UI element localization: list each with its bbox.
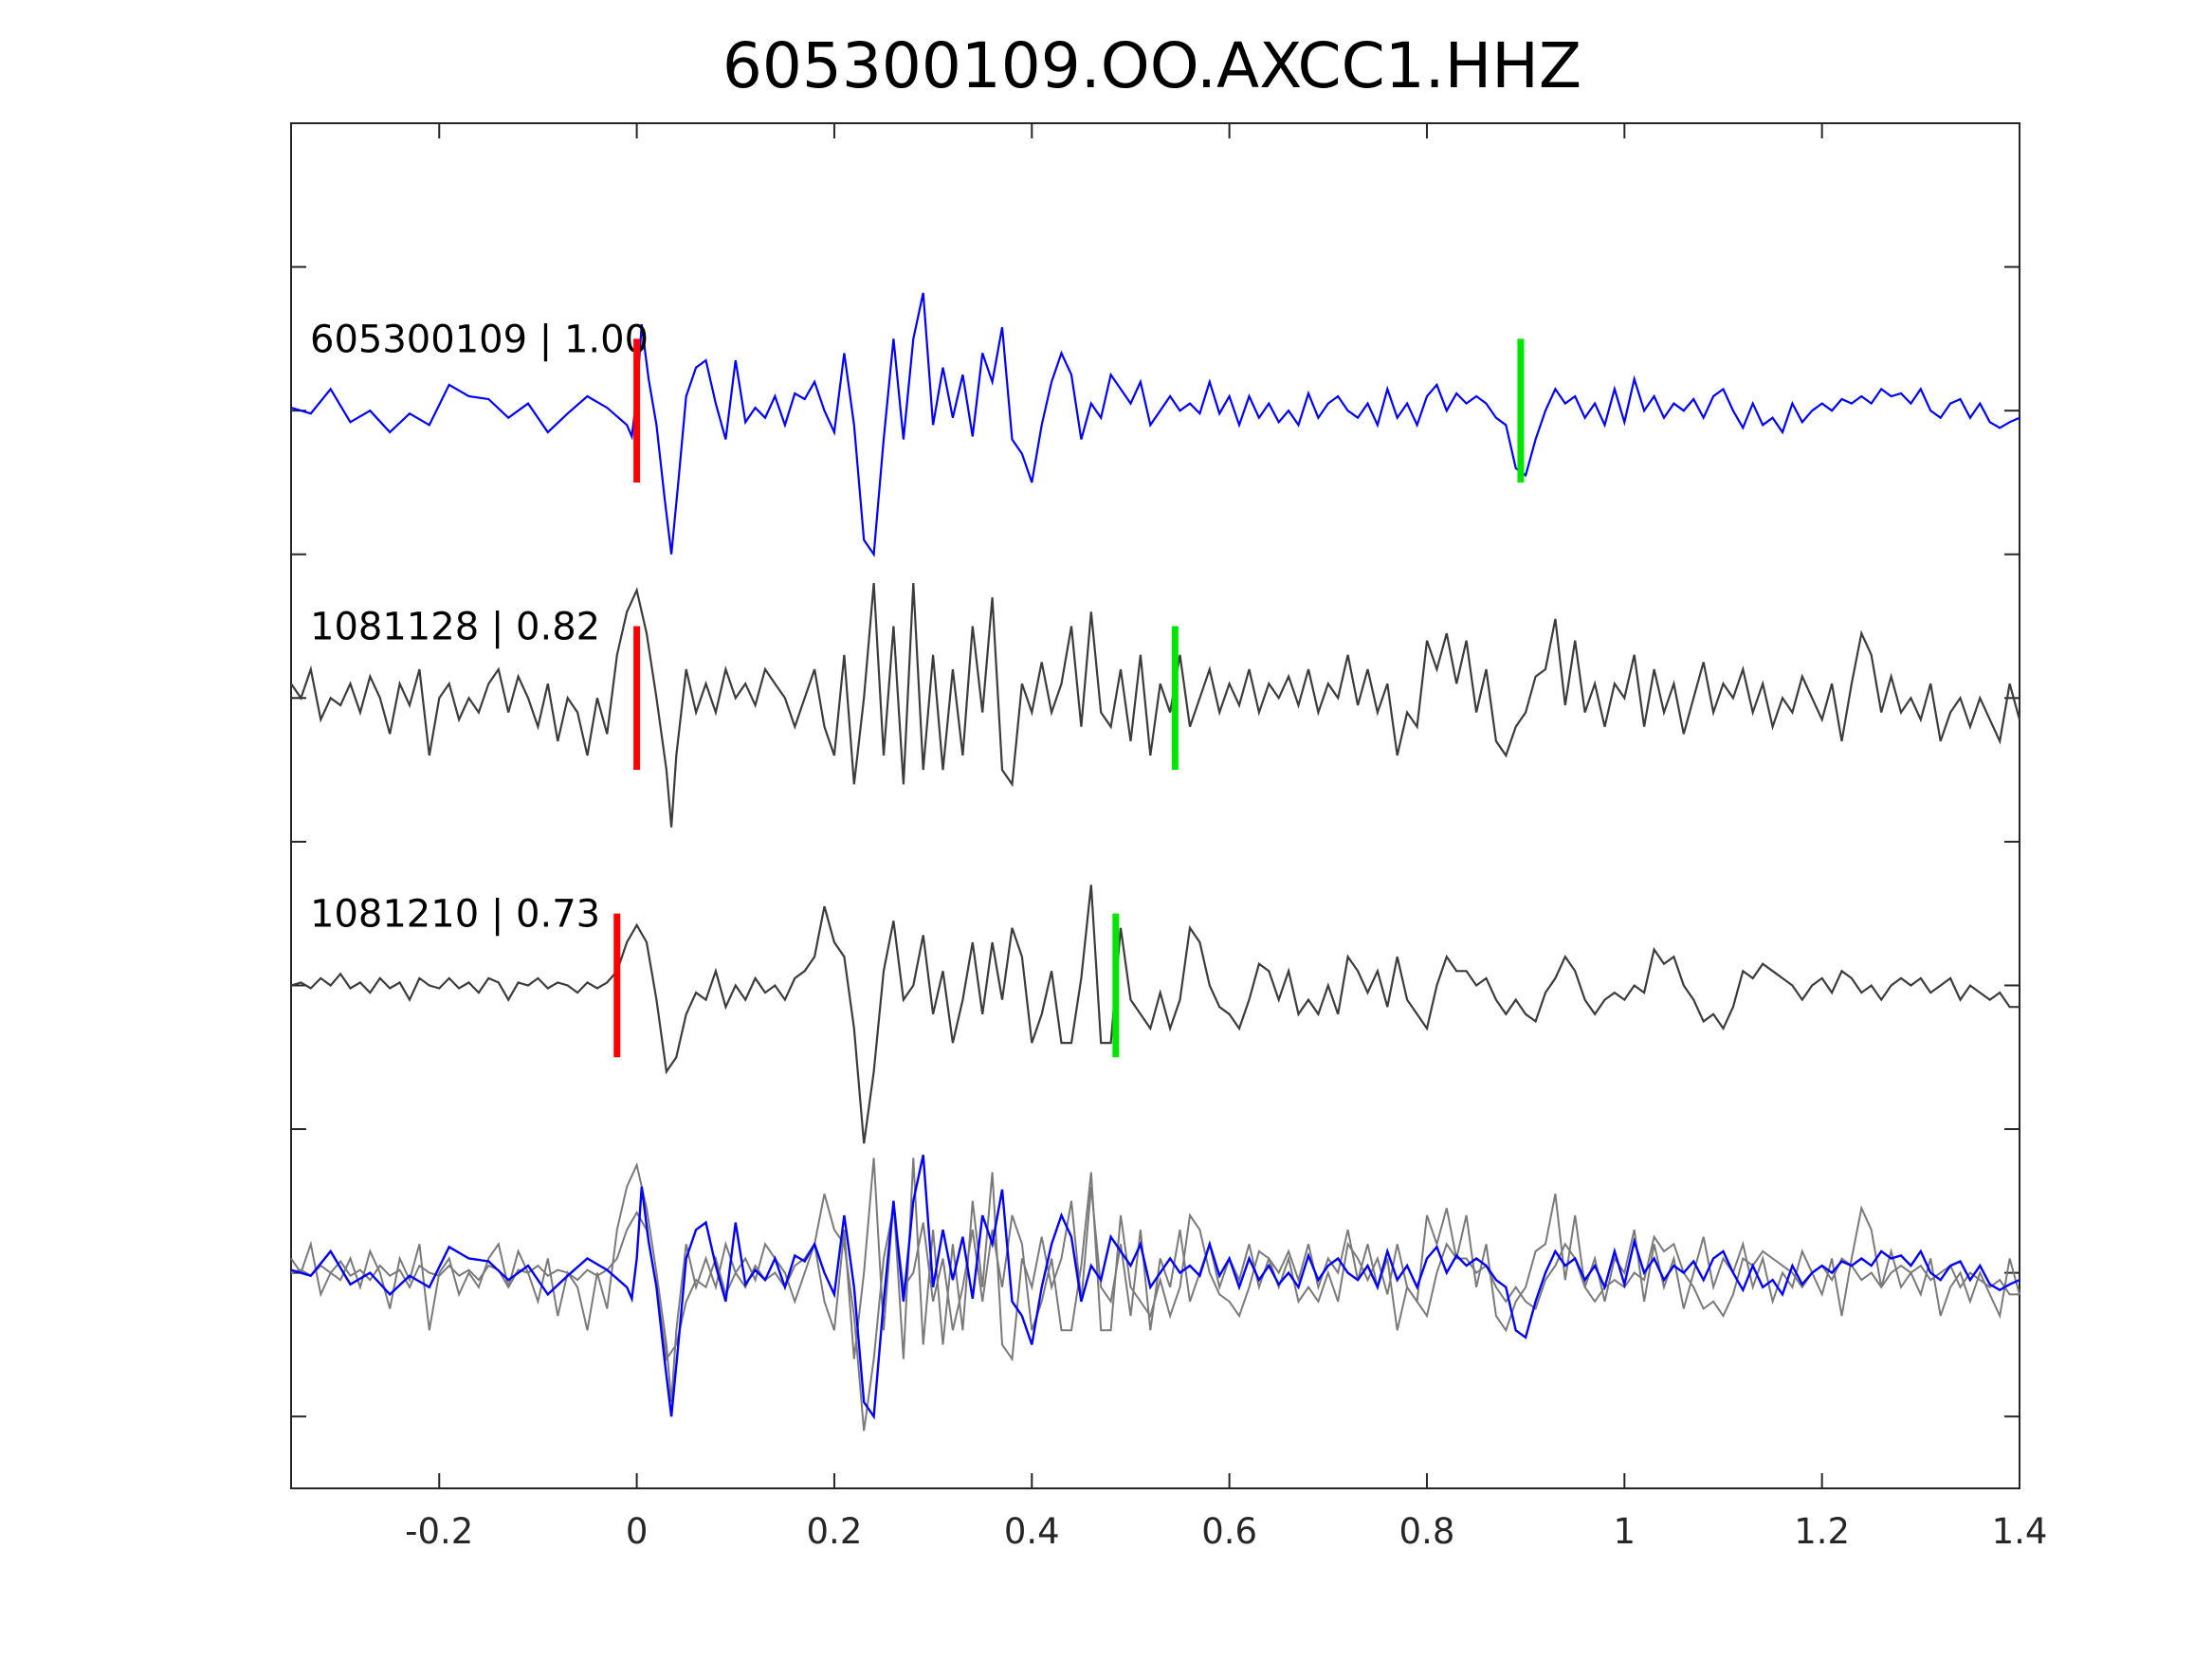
x-tick-label: 0.4: [1004, 1511, 1060, 1552]
x-axis: -0.2 0 0.2 0.4 0.6 0.8 1 1.2 1.4: [405, 123, 2047, 1552]
x-tick-label: 0.8: [1399, 1511, 1455, 1552]
x-tick-label: 1: [1614, 1511, 1636, 1552]
trace-605300109: [290, 292, 2020, 557]
phase-picks: [613, 338, 1525, 1058]
trace-1081128: [290, 583, 2021, 828]
overlay-traces: [290, 1155, 2020, 1431]
x-tick-label: 1.2: [1794, 1511, 1850, 1552]
trace-labels: 605300109 | 1.00 1081128 | 0.82 1081210 | …: [310, 318, 649, 936]
trace-label-605300109: 605300109 | 1.00: [310, 318, 649, 361]
x-tick-label: 0: [626, 1511, 649, 1552]
x-tick-label: 0.6: [1201, 1511, 1257, 1552]
waveform-traces: [290, 292, 2021, 1144]
overlay-trace-605300109: [290, 1155, 2020, 1420]
trace-label-1081128: 1081128 | 0.82: [310, 606, 600, 649]
x-tick-label: -0.2: [405, 1511, 473, 1552]
x-tick-label: 0.2: [807, 1511, 863, 1552]
chart-title: 605300109.OO.AXCC1.HHZ: [722, 29, 1581, 102]
trace-label-1081210: 1081210 | 0.73: [310, 893, 600, 937]
plot-area: [290, 122, 2020, 1489]
x-tick-label: 1.4: [1992, 1511, 2048, 1552]
trace-1081210: [290, 884, 2020, 1144]
